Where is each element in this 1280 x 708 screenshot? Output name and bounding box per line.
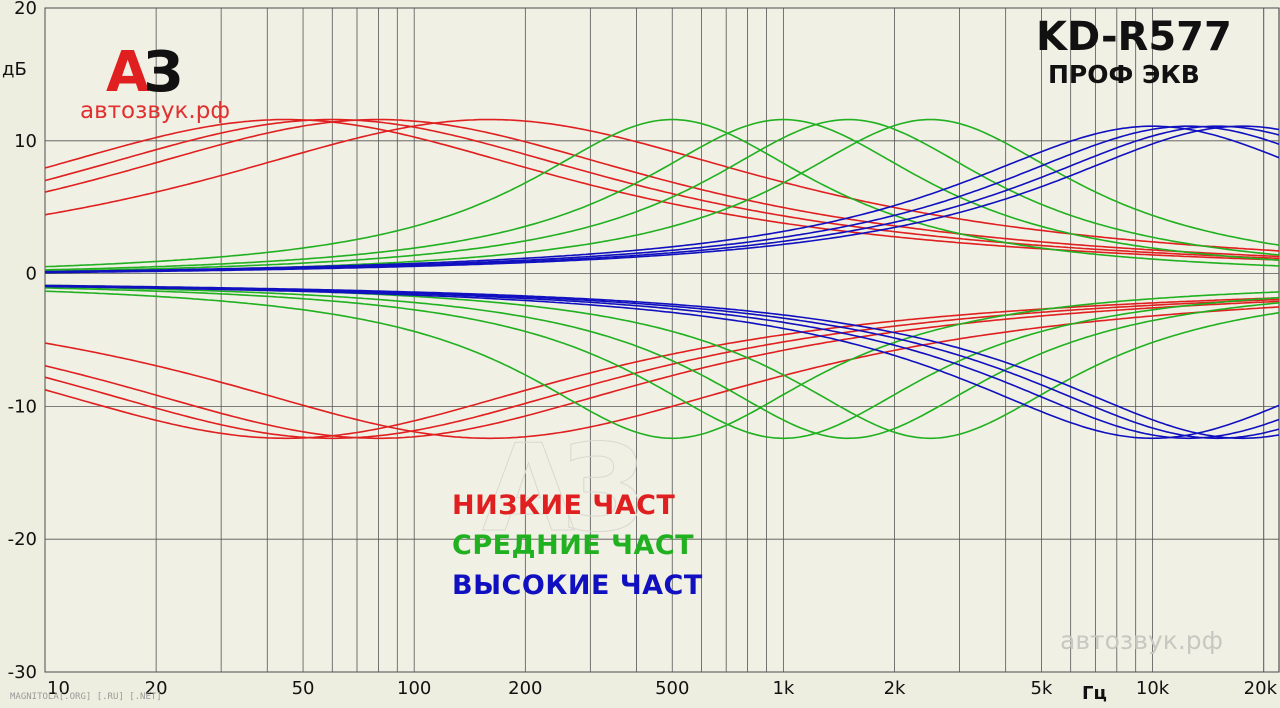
- y-tick-label: 10: [14, 131, 37, 152]
- logo-letter-a: А: [106, 40, 149, 105]
- brand-logo: АЗ: [106, 40, 183, 105]
- x-tick-label: 20k: [1244, 678, 1278, 699]
- legend-mid: СРЕДНИЕ ЧАСТ: [452, 530, 695, 561]
- mode-subtitle: ПРОФ ЭКВ: [1048, 60, 1200, 89]
- x-axis-label: Гц: [1082, 683, 1107, 704]
- eq-curve-bass: [44, 300, 1280, 440]
- plot-area: [44, 7, 1280, 673]
- watermark-site: автозвук.рф: [1060, 626, 1224, 655]
- y-tick-label: -30: [8, 662, 37, 683]
- x-tick-label: 2k: [884, 678, 906, 699]
- series-group: [44, 118, 1280, 440]
- footer-watermark: MAGNITOLA[.ORG] [.RU] [.NET]: [10, 692, 162, 702]
- watermark-logo: АЗ: [481, 420, 646, 560]
- x-tick-label: 500: [655, 678, 689, 699]
- x-axis-ticks: 10 20 50 100 200 500 1k 2k 5k 10k 20k: [47, 678, 1278, 699]
- eq-curve-treble: [45, 284, 1280, 440]
- brand-site: автозвук.рф: [80, 98, 230, 124]
- legend-bass: НИЗКИЕ ЧАСТ: [452, 490, 676, 521]
- y-axis-ticks: 20 10 0 -10 -20 -30: [8, 0, 37, 683]
- eq-curve-bass: [44, 118, 1280, 258]
- eq-curve-bass: [44, 298, 1280, 440]
- x-tick-label: 5k: [1030, 678, 1052, 699]
- x-tick-label: 20: [145, 678, 168, 699]
- grid: [44, 7, 1279, 673]
- eq-curve-mid: [44, 118, 1280, 268]
- eq-curve-bass: [44, 118, 1280, 260]
- logo-letter-z: З: [143, 40, 183, 105]
- x-tick-label: 200: [508, 678, 542, 699]
- y-tick-label: 0: [26, 264, 37, 285]
- y-tick-label: -20: [8, 529, 37, 550]
- x-tick-label: 50: [292, 678, 315, 699]
- y-axis-label: дБ: [2, 59, 27, 80]
- x-tick-label: 10: [47, 678, 70, 699]
- eq-curve-treble: [45, 125, 1280, 274]
- x-tick-label: 100: [397, 678, 431, 699]
- eq-curve-mid: [45, 118, 1280, 272]
- x-tick-label: 10k: [1136, 678, 1170, 699]
- eq-curve-mid: [44, 285, 1280, 440]
- eq-curve-mid: [44, 118, 1280, 271]
- y-tick-label: -10: [8, 396, 37, 417]
- legend-treble: ВЫСОКИЕ ЧАСТ: [452, 570, 703, 601]
- x-tick-label: 1k: [772, 678, 794, 699]
- eq-curve-mid: [44, 287, 1280, 440]
- model-title: KD-R577: [1036, 14, 1232, 60]
- y-tick-label: 20: [14, 0, 37, 19]
- eq-curve-mid: [44, 290, 1280, 440]
